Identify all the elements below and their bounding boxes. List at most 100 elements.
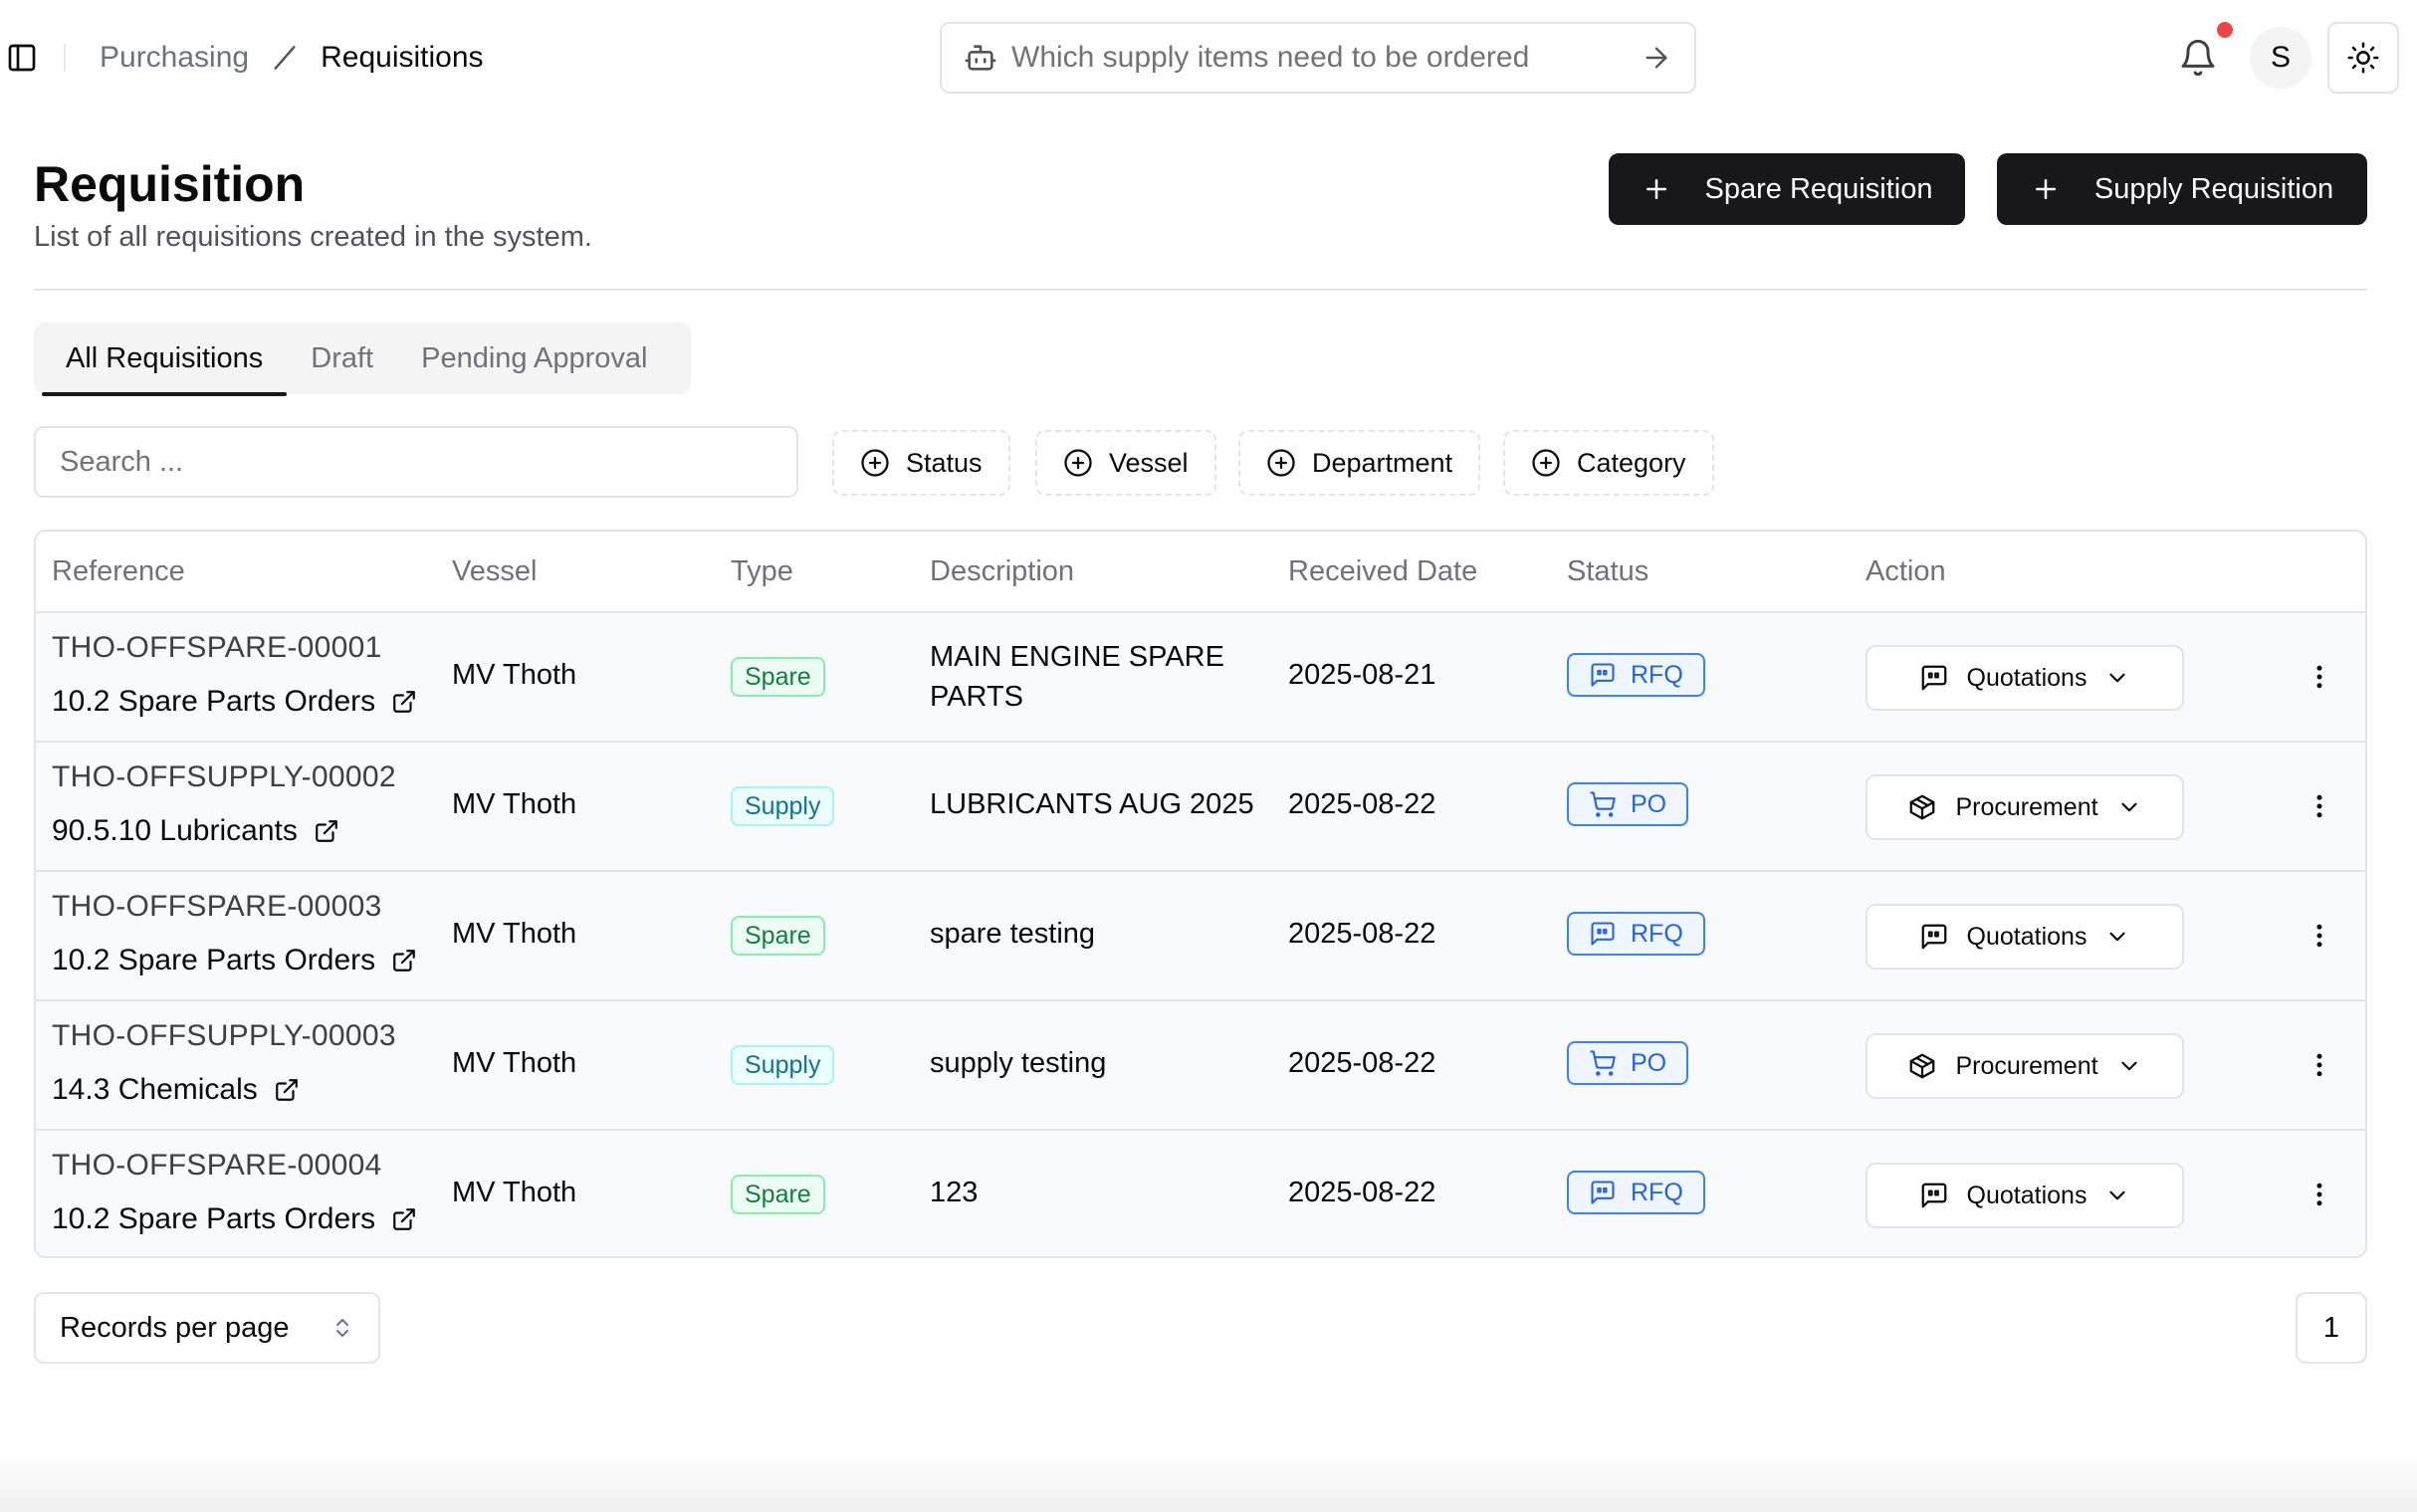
more-options-icon[interactable]: [2302, 1047, 2337, 1083]
divider: [34, 289, 2367, 291]
category-link[interactable]: 10.2 Spare Parts Orders: [52, 944, 417, 977]
plus-icon: [1646, 179, 1666, 199]
requisitions-table: Reference Vessel Type Description Receiv…: [34, 530, 2367, 1258]
table-row[interactable]: THO-OFFSPARE-00004 10.2 Spare Parts Orde…: [36, 1131, 2365, 1256]
shopping-cart-icon: [1590, 791, 1616, 817]
reference-id: THO-OFFSUPPLY-00003: [52, 1019, 396, 1052]
bell-icon[interactable]: [2178, 38, 2218, 78]
quotations-dropdown-button[interactable]: Quotations: [1866, 645, 2184, 711]
vessel-filter-button[interactable]: Vessel: [1035, 430, 1216, 496]
sun-icon: [2347, 42, 2379, 74]
quotations-dropdown-button[interactable]: Quotations: [1866, 904, 2184, 970]
status-badge: RFQ: [1567, 912, 1705, 956]
external-link-icon: [393, 950, 415, 972]
received-date: 2025-08-21: [1288, 659, 1436, 691]
chevron-down-icon: [2120, 802, 2137, 812]
search-input[interactable]: [34, 426, 798, 498]
vessel-name: MV Thoth: [452, 1047, 577, 1079]
ai-search-input[interactable]: [1011, 41, 1641, 75]
received-date: 2025-08-22: [1288, 788, 1436, 820]
table-header: Reference Vessel Type Description Receiv…: [36, 532, 2365, 613]
status-label: RFQ: [1631, 1178, 1683, 1206]
description: spare testing: [930, 918, 1096, 950]
reference-id: THO-OFFSPARE-00004: [52, 1149, 382, 1182]
category-label: 10.2 Spare Parts Orders: [52, 685, 376, 718]
category-link[interactable]: 90.5.10 Lubricants: [52, 814, 339, 848]
column-header-vessel[interactable]: Vessel: [452, 555, 538, 587]
department-filter-button[interactable]: Department: [1238, 430, 1481, 496]
more-options-icon[interactable]: [2302, 788, 2337, 824]
add-supply-requisition-button[interactable]: Supply Requisition: [1997, 153, 2367, 225]
category-link[interactable]: 14.3 Chemicals: [52, 1073, 300, 1107]
package-icon: [1910, 1053, 1935, 1079]
bottom-shade: [0, 1453, 2417, 1512]
procurement-dropdown-button[interactable]: Procurement: [1866, 774, 2184, 840]
procurement-dropdown-button[interactable]: Procurement: [1866, 1033, 2184, 1099]
requisition-tabs: All Requisitions Draft Pending Approval: [34, 323, 691, 396]
category-link[interactable]: 10.2 Spare Parts Orders: [52, 685, 417, 719]
table-row[interactable]: THO-OFFSUPPLY-00002 90.5.10 Lubricants M…: [36, 743, 2365, 872]
more-options-icon[interactable]: [2302, 1177, 2337, 1212]
chevron-down-icon: [2109, 673, 2126, 683]
table-row[interactable]: THO-OFFSPARE-00001 10.2 Spare Parts Orde…: [36, 613, 2365, 743]
description: 123: [930, 1177, 979, 1208]
vessel-name: MV Thoth: [452, 659, 577, 691]
category-filter-label: Category: [1577, 447, 1686, 478]
category-label: 14.3 Chemicals: [52, 1073, 258, 1106]
action-label: Procurement: [1955, 1051, 2098, 1080]
chevrons-up-down-icon: [336, 1319, 348, 1337]
external-link-icon: [393, 691, 415, 713]
supply-requisition-label: Supply Requisition: [2093, 172, 2334, 205]
type-badge: Supply: [731, 786, 835, 826]
action-label: Procurement: [1955, 792, 2098, 821]
plus-icon: [2035, 179, 2056, 199]
quotations-dropdown-button[interactable]: Quotations: [1866, 1163, 2184, 1228]
category-filter-button[interactable]: Category: [1503, 430, 1714, 496]
breadcrumb-requisitions: Requisitions: [321, 41, 484, 74]
status-filter-button[interactable]: Status: [832, 430, 1010, 496]
status-badge: RFQ: [1567, 1171, 1705, 1214]
reference-id: THO-OFFSUPPLY-00002: [52, 760, 396, 793]
vessel-name: MV Thoth: [452, 788, 577, 820]
page-number-button[interactable]: 1: [2296, 1292, 2367, 1364]
type-badge: Spare: [731, 657, 825, 697]
table-row[interactable]: THO-OFFSPARE-00003 10.2 Spare Parts Orde…: [36, 872, 2365, 1001]
status-filter-label: Status: [906, 447, 983, 478]
column-header-type[interactable]: Type: [731, 555, 793, 587]
package-icon: [1910, 794, 1935, 820]
slash-icon: [274, 46, 296, 70]
external-link-icon: [275, 1079, 298, 1101]
column-header-status[interactable]: Status: [1567, 555, 1649, 587]
plus-circle-icon: [861, 449, 889, 477]
column-header-received-date[interactable]: Received Date: [1288, 555, 1478, 587]
records-per-page-select[interactable]: Records per page: [34, 1292, 380, 1364]
more-options-icon[interactable]: [2302, 659, 2337, 695]
shopping-cart-icon: [1590, 1050, 1616, 1076]
tab-all-requisitions[interactable]: All Requisitions: [42, 330, 288, 396]
breadcrumb-purchasing[interactable]: Purchasing: [100, 41, 250, 74]
vessel-name: MV Thoth: [452, 1177, 577, 1208]
add-spare-requisition-button[interactable]: Spare Requisition: [1609, 153, 1965, 225]
action-label: Quotations: [1966, 663, 2087, 692]
category-link[interactable]: 10.2 Spare Parts Orders: [52, 1202, 417, 1236]
plus-circle-icon: [1532, 449, 1560, 477]
category-label: 10.2 Spare Parts Orders: [52, 944, 376, 976]
tab-pending-approval[interactable]: Pending Approval: [421, 341, 648, 374]
category-label: 90.5.10 Lubricants: [52, 814, 298, 847]
reference-id: THO-OFFSPARE-00001: [52, 631, 382, 664]
avatar[interactable]: S: [2250, 27, 2311, 89]
type-badge: Spare: [731, 1175, 825, 1214]
table-row[interactable]: THO-OFFSUPPLY-00003 14.3 Chemicals MV Th…: [36, 1001, 2365, 1131]
more-options-icon[interactable]: [2302, 918, 2337, 954]
page-title: Requisition: [34, 156, 306, 212]
sidebar-toggle-icon[interactable]: [4, 40, 40, 76]
column-header-reference[interactable]: Reference: [52, 555, 185, 587]
theme-toggle-button[interactable]: [2327, 22, 2399, 94]
message-quote-icon: [1921, 924, 1946, 950]
column-header-description[interactable]: Description: [930, 555, 1075, 587]
arrow-right-icon[interactable]: [1641, 42, 1672, 74]
status-label: PO: [1631, 1048, 1667, 1077]
plus-circle-icon: [1064, 449, 1092, 477]
tab-draft[interactable]: Draft: [311, 341, 374, 374]
external-link-icon: [393, 1208, 415, 1230]
